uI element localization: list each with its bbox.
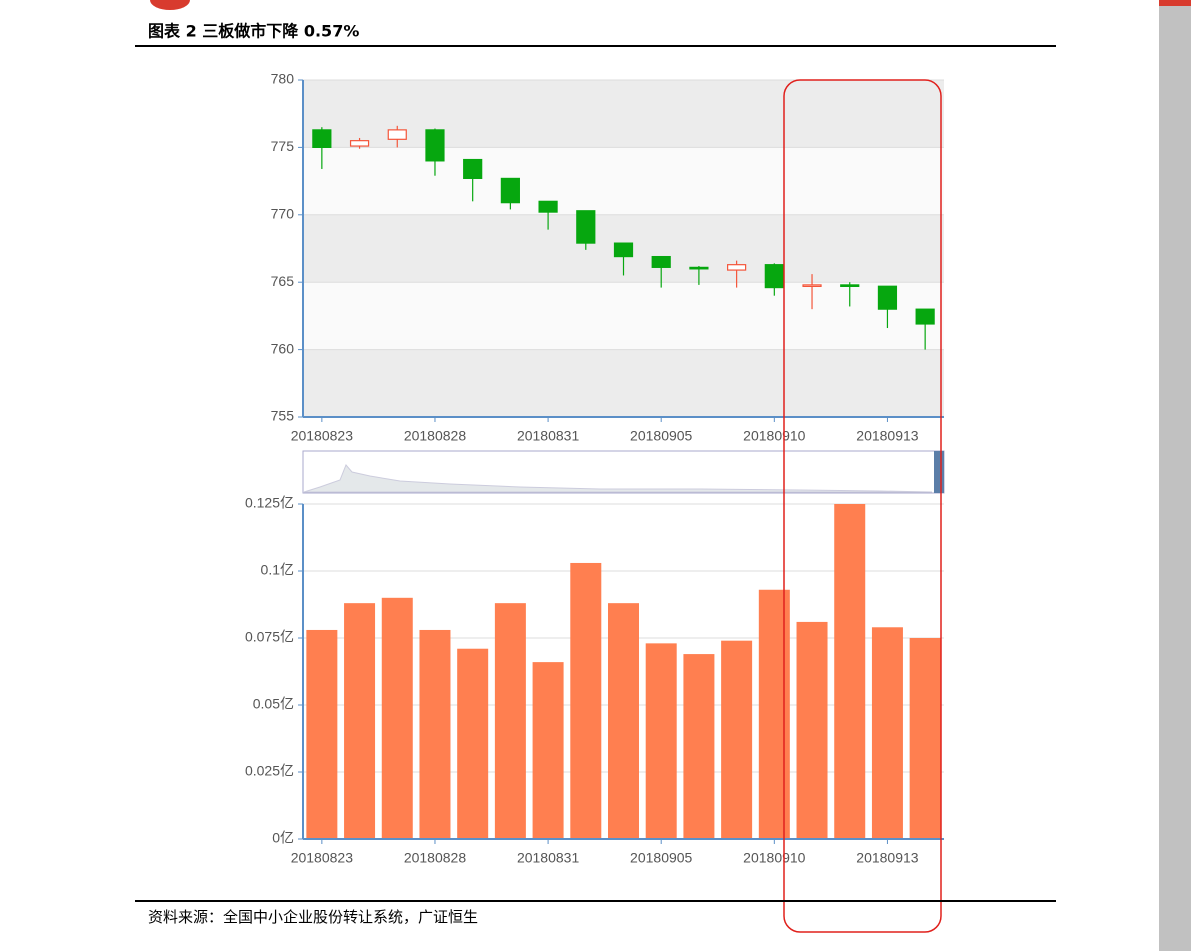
x-tick-label: 20180905 <box>630 428 693 444</box>
x-tick-label: 20180828 <box>404 428 467 444</box>
plot-band <box>303 80 944 148</box>
y-tick-label: 770 <box>271 206 295 222</box>
x-tick-label: 20180831 <box>517 428 580 444</box>
bar <box>532 662 564 839</box>
bar <box>834 504 866 839</box>
bar <box>344 603 376 839</box>
bar <box>721 640 753 839</box>
bar <box>608 603 639 839</box>
x-tick-label: 20180913 <box>856 428 919 444</box>
candle-body <box>387 129 407 140</box>
candle-body <box>349 140 370 147</box>
x-tick-label: 20180823 <box>291 428 354 444</box>
bar <box>871 627 903 839</box>
candle-body <box>576 210 596 244</box>
candle-body <box>463 158 483 180</box>
scroll-marker <box>1159 0 1191 6</box>
logo <box>150 0 190 10</box>
zoom-handle[interactable] <box>934 451 944 493</box>
zoom-preview <box>303 464 933 493</box>
candle-body <box>764 264 784 289</box>
y-tick-label: 0.125亿 <box>245 495 294 511</box>
candle-body <box>689 266 709 270</box>
figure-title: 图表 2 三板做市下降 0.57% <box>148 22 359 41</box>
candle-body <box>500 177 520 204</box>
y-tick-label: 775 <box>271 138 295 154</box>
y-tick-label: 0亿 <box>272 830 294 846</box>
y-tick-label: 0.025亿 <box>245 763 294 779</box>
candle-body <box>877 285 898 310</box>
bar <box>494 603 526 839</box>
y-tick-label: 780 <box>271 71 295 87</box>
y-tick-label: 755 <box>271 408 295 424</box>
bar <box>457 648 489 839</box>
candle-body <box>915 308 935 325</box>
candle-body <box>538 200 558 213</box>
scrollbar[interactable] <box>1159 0 1191 951</box>
bar <box>909 638 941 839</box>
bar <box>570 562 602 839</box>
y-tick-label: 0.1亿 <box>261 562 294 578</box>
x-tick-label: 20180910 <box>743 428 806 444</box>
y-tick-label: 760 <box>271 340 295 356</box>
x-tick-label: 20180913 <box>856 850 919 866</box>
candlestick-chart: 755 760 765 770 775 780 20180823 20180828 201808… <box>271 71 944 444</box>
bar <box>381 597 413 839</box>
y-tick-label: 765 <box>271 273 295 289</box>
candle-body <box>727 264 747 271</box>
y-tick-label: 0.05亿 <box>253 696 294 712</box>
data-zoom[interactable] <box>302 450 945 494</box>
bar <box>645 643 677 839</box>
x-tick-label: 20180828 <box>404 850 467 866</box>
bar <box>796 621 828 839</box>
bar <box>683 654 715 839</box>
plot-band <box>303 349 944 417</box>
candle-body <box>613 242 634 258</box>
bar <box>306 629 338 839</box>
plot-band <box>303 282 944 350</box>
candle-body <box>651 255 671 268</box>
x-tick-label: 20180831 <box>517 850 580 866</box>
highlight-box <box>783 79 942 933</box>
x-tick-label: 20180823 <box>291 850 354 866</box>
plot-band <box>303 147 944 215</box>
candle-body <box>312 129 332 149</box>
bar <box>419 629 451 839</box>
candle-body <box>840 284 860 287</box>
source-note: 资料来源：全国中小企业股份转让系统，广证恒生 <box>148 908 478 926</box>
y-tick-label: 0.075亿 <box>245 629 294 645</box>
candle-body <box>802 284 822 287</box>
candle-body <box>425 129 445 162</box>
x-tick-label: 20180910 <box>743 850 806 866</box>
bar <box>758 589 790 839</box>
bar-chart: 0亿 0.025亿 0.05亿 0.075亿 0.1亿 0.125亿 20180823 201… <box>245 495 944 866</box>
x-tick-label: 20180905 <box>630 850 693 866</box>
